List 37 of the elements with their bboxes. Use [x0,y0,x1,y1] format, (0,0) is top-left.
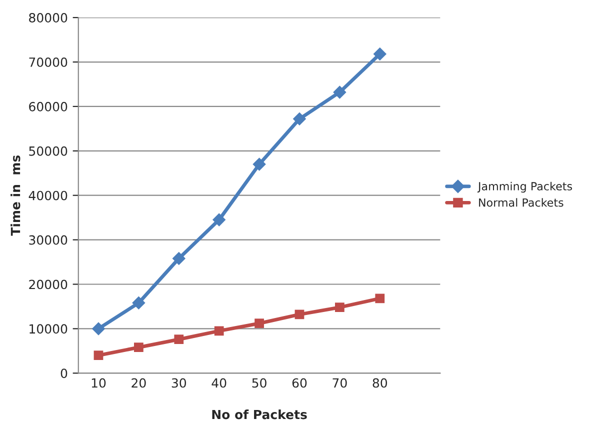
y-axis-title: Time in ms [10,155,20,236]
y-tick-label: 10000 [30,324,68,334]
point [293,112,306,126]
y-tick-label: 40000 [28,190,68,200]
point [335,302,344,312]
point [172,252,186,265]
point [94,350,104,360]
point [294,310,304,320]
y-tick-label: 70000 [29,57,68,67]
point [375,294,385,304]
point [252,158,266,171]
point [214,326,224,336]
point [373,48,386,60]
y-tick-label: 80000 [29,13,68,22]
x-tick-label: 40 [212,378,226,388]
x-tick-label: 60 [292,378,307,388]
x-tick-label: 10 [92,378,106,388]
point [174,334,184,344]
y-tick-label: 60000 [29,102,68,112]
x-tick-label: 80 [372,378,388,388]
point [212,213,226,226]
x-tick-label: 20 [132,378,146,388]
y-tick-label: 20000 [29,280,68,290]
y-tick-label: 50000 [29,146,68,156]
point [132,296,146,310]
point [254,318,264,328]
x-axis-title: No of Packets [212,410,307,420]
point [134,342,144,352]
x-tick-label: 30 [172,378,186,388]
x-tick-label: 50 [252,378,266,388]
legend-label: Jamming Packets [477,182,572,193]
point [92,322,105,336]
point [333,86,346,99]
legend-label: Normal Packets [479,198,564,207]
x-tick-label: 70 [332,378,347,388]
y-tick-label: 0 [60,368,68,378]
y-tick-label: 30000 [29,235,68,245]
